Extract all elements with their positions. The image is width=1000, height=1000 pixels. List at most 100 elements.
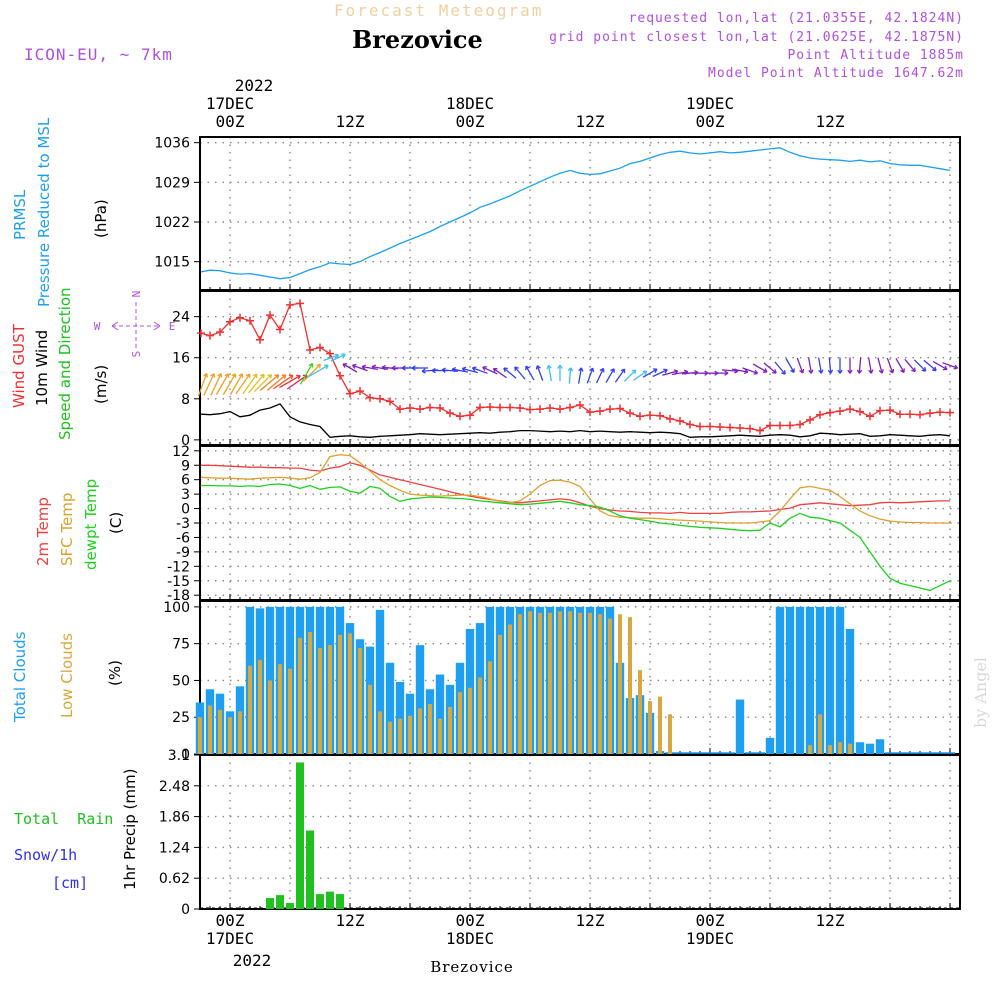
bar-low-clouds [648, 701, 652, 754]
wind-direction-arrow [672, 371, 688, 376]
gust-marker [336, 371, 344, 380]
wind-direction-arrow [568, 367, 572, 384]
wind-direction-arrow [721, 369, 739, 372]
ytick-label-wind: 0 [181, 433, 190, 449]
ytick-label-temperature: -9 [176, 545, 190, 561]
wind-direction-arrowhead [441, 367, 446, 373]
gust-marker [746, 424, 754, 433]
gust-marker [296, 299, 304, 308]
bar-low-clouds [538, 612, 542, 754]
gust-marker [246, 316, 254, 325]
ytick-label-pressure: 1015 [154, 255, 190, 271]
wind-direction-arrowhead [341, 353, 346, 359]
bar-low-clouds [548, 612, 552, 754]
wind-direction-arrowhead [610, 368, 615, 373]
series-dewpt-temp [201, 483, 951, 592]
wind-direction-arrow [441, 369, 459, 372]
wind-direction-arrowhead [471, 366, 477, 372]
temp-label-3: dewpt Temp [82, 479, 100, 570]
wind-direction-arrowhead [900, 368, 905, 373]
wind-direction-arrowhead [889, 368, 895, 374]
gust-marker [566, 403, 574, 412]
wind-direction-arrowhead [525, 365, 530, 371]
gust-marker [356, 387, 364, 396]
wind-direction-arrowhead [535, 365, 541, 370]
gust-marker [726, 423, 734, 432]
compass-east: E [169, 320, 176, 333]
ytick-label-clouds: 50 [172, 673, 190, 689]
bar-low-clouds [448, 706, 452, 754]
bar-low-clouds [438, 718, 442, 754]
bar-low-clouds [838, 742, 842, 754]
gust-marker [197, 329, 205, 338]
top-date-label: 18DEC [446, 94, 494, 113]
credit-watermark: by Angel [971, 657, 990, 728]
bar-total-clouds [815, 606, 825, 754]
wind-direction-arrow [586, 367, 594, 384]
gust-marker [286, 300, 294, 309]
wind-direction-arrow [577, 367, 583, 384]
bar-total-clouds [735, 699, 745, 754]
side-labels: PRMSL Pressure Reduced to MSL (hPa) Wind… [10, 117, 175, 892]
ytick-label-clouds: 100 [163, 600, 190, 616]
gust-marker [896, 410, 904, 419]
wind-direction-arrow [272, 374, 294, 390]
gust-marker [786, 421, 794, 430]
wind-direction-arrow [886, 357, 894, 374]
compass-arrow-e [153, 321, 161, 331]
wind-direction-arrowhead [753, 369, 759, 375]
bottom-hour-label: 00Z [216, 911, 245, 930]
bottom-date-label: 17DEC [206, 929, 254, 948]
wind-direction-arrow [472, 367, 488, 374]
wind-direction-arrow [877, 357, 883, 374]
wind-direction-arrowhead [401, 365, 406, 371]
panel-precip: 0 0.62 1.24 1.86 2.48 3.1 [159, 748, 961, 918]
gust-marker [346, 389, 354, 398]
wind-direction-arrowhead [224, 373, 230, 378]
top-hour-label: 00Z [216, 112, 245, 131]
ytick-label-pressure: 1029 [154, 175, 190, 191]
top-hour-label: 12Z [336, 112, 365, 131]
ytick-label-temperature: 0 [181, 502, 190, 518]
gust-marker [776, 421, 784, 430]
ytick-label-pressure: 1036 [154, 136, 190, 152]
wind-direction-arrow [203, 373, 215, 396]
bar-low-clouds [228, 717, 232, 754]
wind-direction-arrow [796, 357, 804, 374]
wind-direction-arrow [235, 373, 251, 395]
gust-marker [386, 397, 394, 406]
gust-marker [816, 410, 824, 419]
bar-total-clouds [765, 737, 775, 754]
wind-direction-arrow [525, 365, 535, 381]
gust-marker [766, 421, 774, 430]
wind-direction-arrow [279, 375, 301, 389]
bar-low-clouds [308, 631, 312, 754]
wind-direction-arrowhead [652, 368, 658, 373]
bar-low-clouds [398, 718, 402, 754]
wind-direction-arrow [536, 365, 544, 381]
wind-direction-arrow [623, 369, 637, 382]
wind-direction-arrowhead [316, 363, 322, 369]
bottom-hour-label: 12Z [336, 911, 365, 930]
wind-direction-arrowhead [620, 368, 626, 374]
compass-west: W [94, 320, 101, 333]
ytick-label-precip: 0.62 [159, 871, 190, 887]
wind-direction-arrow [253, 374, 272, 393]
wind-direction-arrowhead [217, 373, 223, 378]
wind-direction-arrowhead [381, 364, 386, 371]
frame-precip [199, 754, 961, 910]
wind-direction-arrowhead [482, 366, 487, 371]
wind-direction-arrow [895, 358, 905, 373]
wind-direction-arrow [774, 361, 786, 375]
bar-low-clouds [598, 614, 602, 754]
gust-marker [666, 414, 674, 423]
bar-low-clouds [328, 645, 332, 754]
bottom-hour-label: 12Z [816, 911, 845, 930]
wind-direction-arrow [482, 366, 498, 375]
ytick-label-pressure: 1022 [154, 215, 190, 231]
bar-total-rain [276, 895, 284, 909]
clouds-label-1: Total Clouds [11, 631, 29, 723]
bar-low-clouds [418, 708, 422, 754]
ytick-label-temperature: -6 [176, 530, 190, 546]
bar-low-clouds [458, 692, 462, 754]
